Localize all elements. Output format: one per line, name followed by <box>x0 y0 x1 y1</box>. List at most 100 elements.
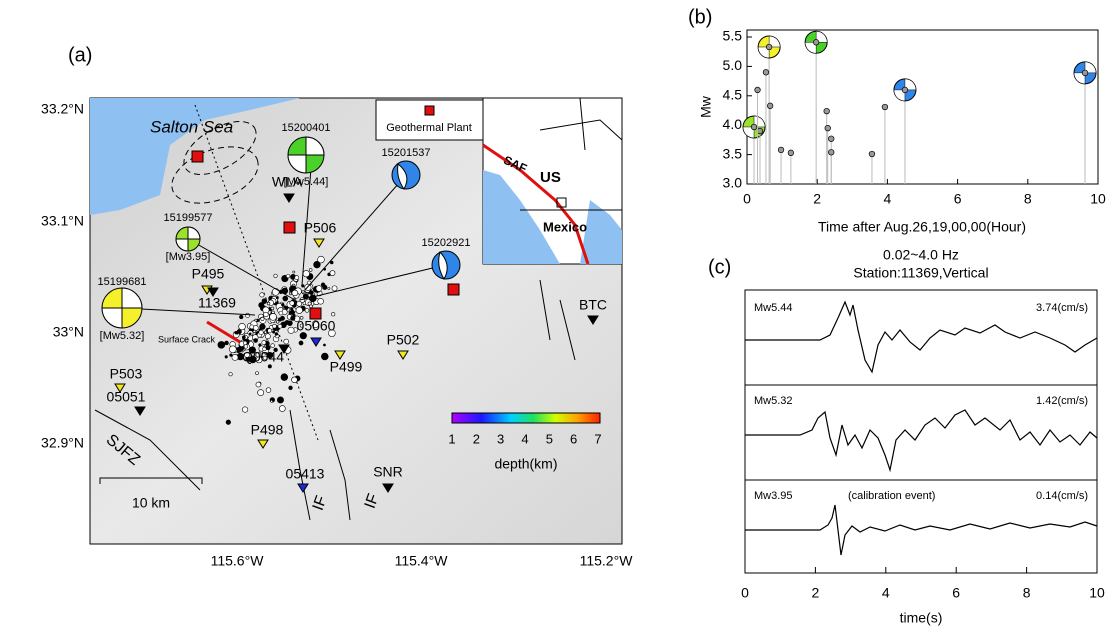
point <box>766 44 772 50</box>
earthquake <box>321 353 328 360</box>
figure: (a) Salton Sea SAF US Mexico Geothermal … <box>0 0 1107 631</box>
waveforms <box>745 302 1097 555</box>
earthquake <box>284 339 289 344</box>
earthquake <box>289 311 292 314</box>
earthquake <box>262 299 267 304</box>
station-label: P495 <box>192 266 225 282</box>
earthquake <box>229 372 232 375</box>
point <box>828 149 834 155</box>
earthquake <box>299 341 303 345</box>
earthquake <box>290 301 295 306</box>
x-tick-label: 10 <box>1089 585 1105 601</box>
earthquake <box>330 261 333 264</box>
earthquake <box>323 344 325 346</box>
earthquake <box>239 315 243 319</box>
station-label: Q0044 <box>242 349 284 365</box>
earthquake <box>254 339 258 343</box>
earthquake <box>332 286 337 291</box>
event-mw: [Mw5.32] <box>100 330 145 342</box>
earthquake <box>288 327 294 333</box>
earthquake <box>239 323 246 330</box>
earthquake <box>314 261 321 268</box>
trace-label: Mw3.95 <box>754 490 793 502</box>
earthquake <box>270 313 277 320</box>
event-id: 15199681 <box>98 276 147 288</box>
earthquake <box>255 372 258 375</box>
point <box>824 108 830 114</box>
earthquake <box>249 333 251 335</box>
point <box>763 69 769 75</box>
earthquake <box>296 307 303 314</box>
trace-amplitude: 0.14(cm/s) <box>1036 490 1088 502</box>
earthquake <box>244 345 248 349</box>
colorbar-tick-label: 7 <box>594 431 601 446</box>
x-tick-label: 2 <box>812 585 820 601</box>
station-label: P502 <box>387 332 420 348</box>
x-tick-label: 2 <box>813 191 821 207</box>
earthquake <box>253 325 258 330</box>
point <box>882 104 888 110</box>
earthquake <box>258 390 264 396</box>
station-label: 05051 <box>107 389 146 405</box>
earthquake <box>316 286 322 292</box>
earthquake <box>278 324 282 328</box>
earthquake <box>289 386 293 390</box>
earthquake <box>283 296 288 301</box>
earthquake <box>292 290 298 296</box>
trace-label: Mw5.44 <box>754 302 793 314</box>
earthquake <box>229 346 236 353</box>
station-label: WLA <box>272 174 303 190</box>
plot-frame <box>747 30 1098 184</box>
x-tick-label: 6 <box>954 191 962 207</box>
lat-label: 33°N <box>53 324 84 340</box>
point <box>767 103 773 109</box>
earthquake <box>286 274 290 278</box>
station-label: 11369 <box>198 295 236 311</box>
earthquake <box>293 271 295 273</box>
y-tick-label: 3.5 <box>723 145 743 161</box>
earthquake <box>230 354 233 357</box>
earthquake <box>331 313 334 316</box>
earthquake <box>309 269 312 272</box>
y-tick-label: 5.0 <box>723 57 743 73</box>
earthquake <box>322 285 327 290</box>
earthquake <box>262 340 266 344</box>
panel-label: (c) <box>708 256 731 278</box>
earthquake <box>259 344 262 347</box>
waveform-axis: 0246810 <box>741 567 1105 601</box>
x-tick-label: 6 <box>952 585 960 601</box>
earthquake <box>272 311 275 314</box>
event-id: 15199577 <box>164 212 213 224</box>
station-label: P503 <box>110 366 143 382</box>
station-label: P498 <box>251 422 284 438</box>
earthquake <box>260 324 266 330</box>
earthquake <box>285 306 288 309</box>
event-mw: [Mw3.95] <box>166 251 211 263</box>
x-tick-label: 8 <box>1024 191 1032 207</box>
earthquake <box>281 374 288 381</box>
country-label: Mexico <box>543 219 587 234</box>
earthquake <box>302 291 304 293</box>
lat-label: 33.1°N <box>41 213 84 229</box>
point <box>828 136 834 142</box>
x-tick-label: 10 <box>1090 191 1106 207</box>
y-tick-label: 5.5 <box>723 28 743 44</box>
panel-label: (b) <box>688 6 712 28</box>
colorbar-tick-label: 4 <box>521 431 528 446</box>
earthquake <box>276 296 278 298</box>
country-label: US <box>540 169 561 186</box>
trace-label: Mw5.32 <box>754 395 793 407</box>
earthquake <box>242 336 245 339</box>
lat-label: 32.9°N <box>41 435 84 451</box>
colorbar-tick-label: 1 <box>448 431 455 446</box>
station-label: P506 <box>304 220 337 236</box>
legend-symbol <box>425 106 434 115</box>
point <box>788 150 794 156</box>
colorbar-label: depth(km) <box>494 456 557 472</box>
earthquake <box>225 356 227 358</box>
earthquake <box>268 365 271 368</box>
y-tick-label: 4.5 <box>723 87 743 103</box>
earthquake <box>264 312 269 317</box>
earthquake <box>290 293 292 295</box>
point <box>778 147 784 153</box>
